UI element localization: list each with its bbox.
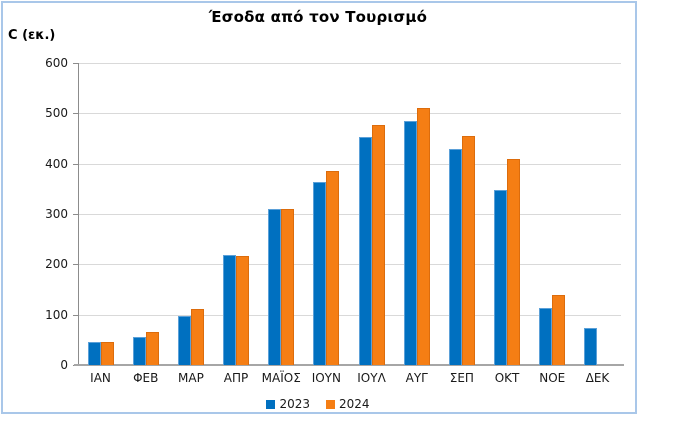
gridline: [79, 264, 621, 265]
bar-2024-ΣΕΠ: [461, 135, 475, 365]
y-tick-label: 100: [45, 308, 68, 322]
bar-2023-ΜΑΪΟΣ: [268, 208, 282, 365]
y-axis-line: [78, 63, 79, 365]
bar-2024-ΙΟΥΛ: [371, 125, 385, 365]
legend-swatch-2023: [266, 399, 276, 409]
legend-label-2024: 2024: [339, 397, 370, 411]
legend-swatch-2024: [326, 399, 335, 409]
bar-2024-ΙΑΝ: [100, 341, 114, 365]
x-label-ΑΥΓ: ΑΥΓ: [405, 371, 428, 385]
bar-2023-ΟΚΤ: [494, 189, 508, 365]
legend: 2023 2024: [0, 396, 636, 412]
chart-title: Έσοδα από τον Τουρισμό: [208, 8, 428, 26]
x-label-ΙΑΝ: ΙΑΝ: [90, 371, 111, 385]
bar-2024-ΝΟΕ: [552, 295, 566, 365]
bar-2023-ΑΠΡ: [223, 255, 237, 365]
bar-2023-ΙΑΝ: [87, 342, 101, 365]
bar-2024-ΙΟΥΝ: [326, 170, 340, 365]
bar-2023-ΜΑΡ: [177, 315, 191, 365]
x-axis-line: [74, 364, 624, 366]
y-tick-mark: [73, 315, 78, 316]
y-tick-mark: [73, 113, 78, 114]
y-tick-mark: [73, 214, 78, 215]
x-label-ΙΟΥΝ: ΙΟΥΝ: [311, 371, 341, 385]
x-label-ΦΕΒ: ΦΕΒ: [133, 371, 159, 385]
y-tick-label: 300: [45, 207, 68, 221]
bar-2024-ΟΚΤ: [507, 159, 521, 365]
bar-2024-ΦΕΒ: [145, 332, 159, 365]
legend-item-2023: 2023: [266, 397, 310, 411]
gridline: [79, 63, 621, 64]
bar-2023-ΙΟΥΛ: [358, 136, 372, 365]
x-label-ΣΕΠ: ΣΕΠ: [449, 371, 474, 385]
bar-2023-ΙΟΥΝ: [313, 182, 327, 365]
y-tick-mark: [73, 164, 78, 165]
y-tick-mark: [73, 264, 78, 265]
legend-label-2023: 2023: [279, 397, 310, 411]
gridline: [79, 113, 621, 114]
y-tick-label: 500: [45, 106, 68, 120]
gridline: [79, 164, 621, 165]
bar-2024-ΜΑΡ: [190, 308, 204, 365]
bar-2023-ΑΥΓ: [403, 121, 417, 365]
bar-2023-ΔΕΚ: [584, 327, 598, 365]
bar-2023-ΣΕΠ: [448, 148, 462, 365]
bar-2023-ΝΟΕ: [539, 308, 553, 365]
x-label-ΙΟΥΛ: ΙΟΥΛ: [357, 371, 386, 385]
bar-2024-ΑΥΓ: [416, 107, 430, 365]
gridline: [79, 315, 621, 316]
gridline: [79, 214, 621, 215]
y-tick-label: 200: [45, 257, 68, 271]
legend-item-2024: 2024: [326, 397, 370, 411]
x-label-ΝΟΕ: ΝΟΕ: [539, 371, 566, 385]
y-axis-unit-label: C (εκ.): [8, 28, 56, 43]
x-label-ΜΑΪΟΣ: ΜΑΪΟΣ: [261, 371, 301, 385]
y-tick-label: 0: [60, 358, 68, 372]
x-label-ΔΕΚ: ΔΕΚ: [585, 371, 610, 385]
x-label-ΑΠΡ: ΑΠΡ: [223, 371, 249, 385]
bar-2023-ΦΕΒ: [132, 336, 146, 365]
x-label-ΟΚΤ: ΟΚΤ: [494, 371, 520, 385]
y-tick-label: 600: [45, 56, 68, 70]
x-label-ΜΑΡ: ΜΑΡ: [178, 371, 204, 385]
y-tick-label: 400: [45, 157, 68, 171]
bar-2024-ΜΑΪΟΣ: [281, 209, 295, 365]
y-tick-mark: [73, 63, 78, 64]
bar-2024-ΑΠΡ: [236, 256, 250, 365]
